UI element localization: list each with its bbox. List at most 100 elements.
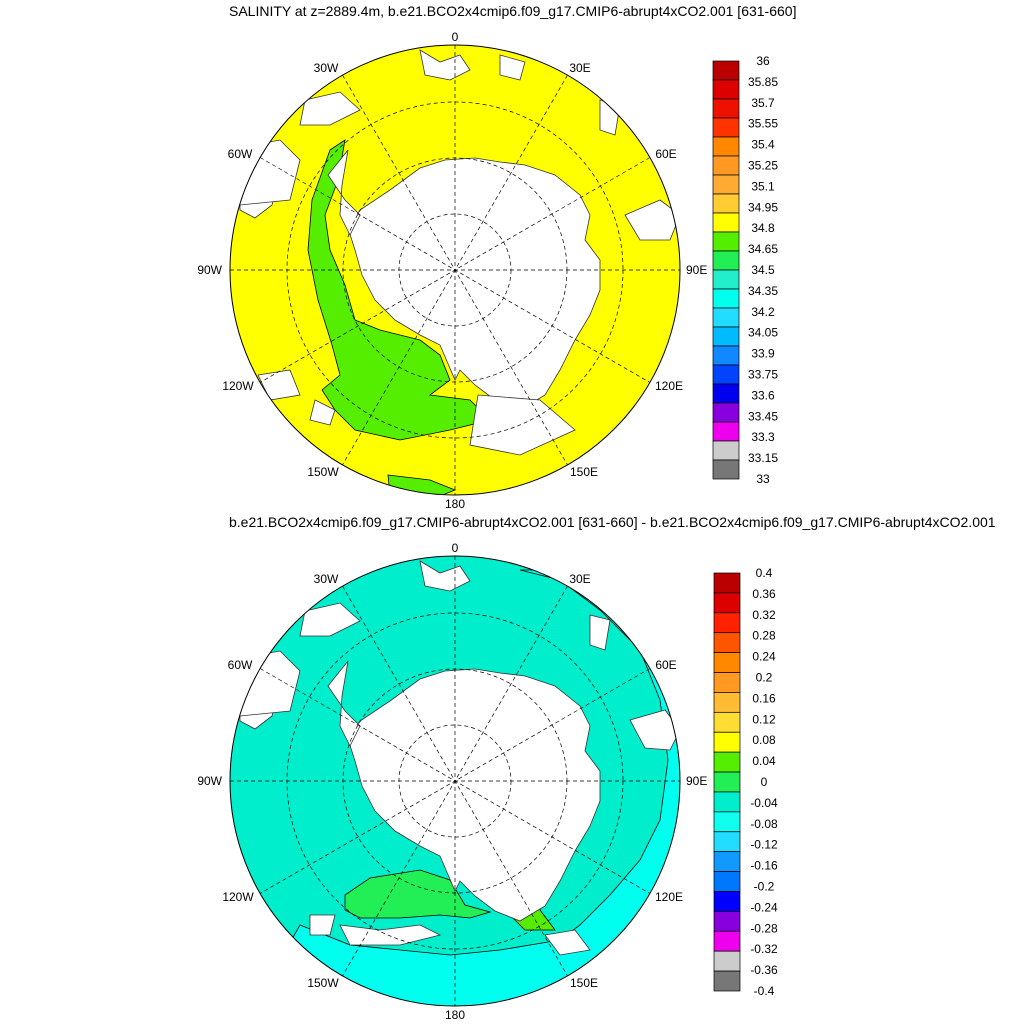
colorbar-tick-label: 33.45 <box>748 409 778 423</box>
meridian-line <box>259 668 651 894</box>
colorbar-swatch <box>712 250 740 271</box>
colorbar-tick-label: -0.2 <box>754 880 775 894</box>
colorbar-swatch <box>712 117 740 138</box>
colorbar-tick-label: 34.8 <box>751 221 775 235</box>
colorbar-tick-label: 33.6 <box>751 388 775 402</box>
colorbar-tick-label: 33 <box>756 472 770 486</box>
colorbar-swatch <box>713 751 741 773</box>
colorbar-tick-label: 0.24 <box>752 650 776 664</box>
gap-northwest <box>299 602 361 637</box>
colorbar-tick-label: 33.75 <box>748 368 778 382</box>
low-salinity-region <box>307 139 491 441</box>
lon-label-90w: 90W <box>197 263 222 277</box>
colorbar-tick-label: 35.7 <box>751 96 775 110</box>
meridian-line <box>259 157 651 383</box>
lon-label-150w: 150W <box>307 976 339 990</box>
lon-label-90w: 90W <box>197 774 222 788</box>
lon-label-0: 0 <box>452 30 459 44</box>
colorbar-swatch <box>713 831 741 853</box>
colorbar-tick-label: 33.3 <box>751 430 775 444</box>
lon-label-60e: 60E <box>655 658 676 672</box>
lon-label-120w: 120W <box>222 890 254 904</box>
gap-southwest <box>309 914 336 936</box>
map-boundary <box>229 44 681 496</box>
colorbar-swatch <box>713 731 741 753</box>
colorbar-tick-label: 34.05 <box>748 326 778 340</box>
lon-label-180: 180 <box>445 1008 465 1022</box>
colorbar-swatch <box>713 711 741 733</box>
salinity-difference-map: 0 30E 60E 90E 120E 150E 180 150W 120W 90… <box>197 541 707 1022</box>
gap-east2 <box>624 199 680 241</box>
colorbar-swatch <box>713 891 741 912</box>
colorbar-swatch <box>712 421 740 442</box>
colorbar-swatch <box>713 791 741 813</box>
map-boundary <box>229 555 681 1007</box>
colorbar-swatch <box>712 364 740 385</box>
colorbar-swatch <box>713 771 741 793</box>
colorbar-tick-label: 0.36 <box>752 587 776 601</box>
colorbar-swatch <box>712 326 740 347</box>
colorbar-tick-label: -0.16 <box>750 859 778 873</box>
colorbar-tick-label: -0.08 <box>750 817 778 831</box>
colorbar-swatch <box>712 98 740 119</box>
lon-label-30w: 30W <box>314 572 339 586</box>
lon-label-120w: 120W <box>222 379 254 393</box>
colorbar-tick-label: -0.04 <box>750 796 778 810</box>
gap-south <box>339 924 442 946</box>
colorbar-swatch <box>713 871 741 892</box>
lon-label-150e: 150E <box>570 465 598 479</box>
gap-north <box>419 49 471 81</box>
lon-label-60w: 60W <box>228 658 253 672</box>
colorbar-tick-label: 33.9 <box>751 347 775 361</box>
colorbar-swatch <box>712 155 740 176</box>
colorbar-tick-label: 0 <box>761 775 768 789</box>
colorbar-swatch <box>713 811 741 833</box>
gap-northeast <box>499 54 526 81</box>
gap-south2 <box>544 929 591 956</box>
colorbar-swatch <box>713 592 741 614</box>
colorbar-tick-label: 0.08 <box>752 733 776 747</box>
colorbar-swatch <box>713 911 741 932</box>
colorbar-tick-label: 0.2 <box>756 671 773 685</box>
lon-label-0: 0 <box>452 541 459 555</box>
colorbar-swatch <box>712 307 740 328</box>
lon-label-120e: 120E <box>655 379 683 393</box>
antarctic-peninsula <box>327 149 361 236</box>
colorbar-swatch <box>712 79 740 100</box>
colorbar-tick-label: 35.55 <box>748 117 778 131</box>
difference-colorbar: 0.4 0.36 0.32 0.28 0.24 0.2 0.16 0.12 0.08 0.04 0 -… <box>713 566 778 998</box>
colorbar-tick-label: 0.16 <box>752 691 776 705</box>
colorbar-tick-label: 34.5 <box>751 263 775 277</box>
gap-east2 <box>629 709 680 751</box>
lon-label-90e: 90E <box>686 774 707 788</box>
colorbar-tick-label: 0.32 <box>752 608 776 622</box>
lon-label-120e: 120E <box>655 890 683 904</box>
lon-label-90e: 90E <box>686 263 707 277</box>
colorbar-tick-label: 34.95 <box>748 200 778 214</box>
colorbar-tick-label: -0.32 <box>750 942 778 956</box>
lon-label-150e: 150E <box>570 976 598 990</box>
gap-northwest <box>299 91 361 126</box>
colorbar-swatch <box>712 288 740 309</box>
colorbar-tick-label: 33.15 <box>748 451 778 465</box>
map-title-bottom: b.e21.BCO2x4cmip6.f09_g17.CMIP6-abrupt4x… <box>229 514 996 530</box>
colorbar-swatch <box>712 402 740 423</box>
colorbar-swatch <box>713 612 741 634</box>
colorbar-tick-label: 35.25 <box>748 159 778 173</box>
colorbar-swatch <box>713 652 741 673</box>
colorbar-swatch <box>712 459 740 480</box>
salinity-map: 0 30E 60E 90E 120E 150E 180 150W 120W 90… <box>197 30 707 511</box>
colorbar-swatch <box>713 970 741 992</box>
colorbar-swatch <box>712 60 740 81</box>
colorbar-tick-label: 34.2 <box>751 305 775 319</box>
colorbar-swatch <box>712 193 740 214</box>
colorbar-swatch <box>713 632 741 653</box>
colorbar-swatch <box>713 672 741 693</box>
antarctica-land <box>347 157 601 411</box>
colorbar-tick-label: 0.28 <box>752 629 776 643</box>
colorbar-swatch <box>712 383 740 404</box>
colorbar-tick-label: 0.4 <box>756 566 773 580</box>
colorbar-tick-label: 35.4 <box>751 138 775 152</box>
colorbar-swatch <box>713 950 741 972</box>
